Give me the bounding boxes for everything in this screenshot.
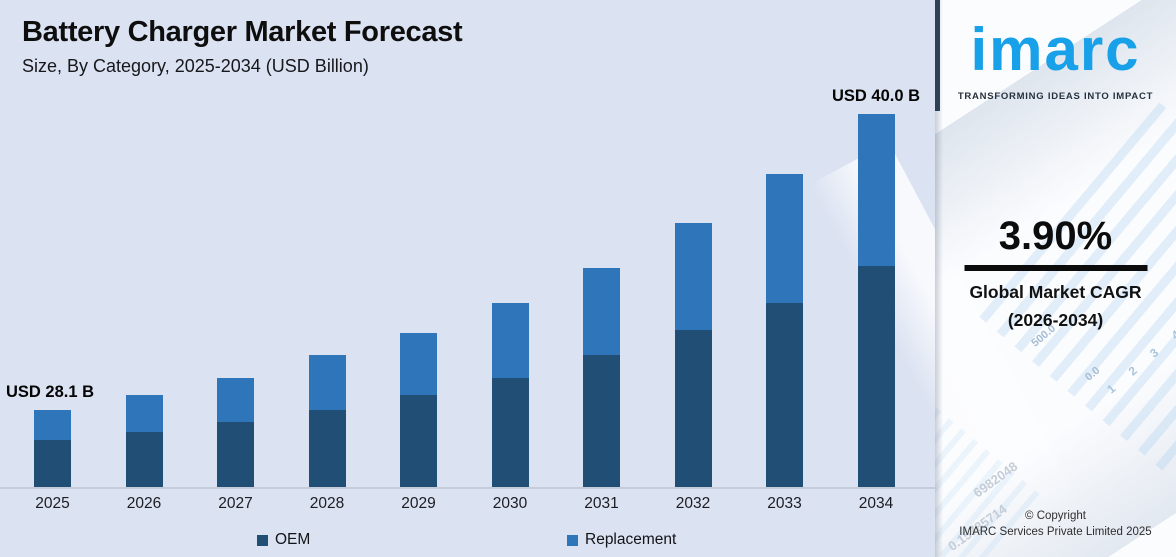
oem-segment-2025 xyxy=(34,440,71,487)
x-axis-label-2028: 2028 xyxy=(309,495,345,512)
replacement-segment-2031 xyxy=(583,268,620,355)
copyright-line1: © Copyright xyxy=(1025,510,1086,522)
bar-2029 xyxy=(400,333,437,487)
panel-corner-decoration xyxy=(935,0,940,111)
replacement-segment-2028 xyxy=(308,355,346,410)
value-label-2034: USD 40.0 B xyxy=(831,87,921,105)
oem-segment-2031 xyxy=(583,355,620,487)
replacement-segment-2032 xyxy=(674,223,712,330)
replacement-segment-2025 xyxy=(34,410,71,440)
oem-segment-2029 xyxy=(400,395,437,487)
bar-2026 xyxy=(125,395,163,487)
replacement-segment-2026 xyxy=(125,395,163,432)
imarc-tagline: TRANSFORMING IDEAS INTO IMPACT xyxy=(957,91,1154,102)
chart-panel: Battery Charger Market Forecast Size, By… xyxy=(0,16,1077,549)
x-axis-label-2032: 2032 xyxy=(675,495,711,512)
replacement-swatch-icon xyxy=(567,535,578,546)
imarc-logo-text: imarc xyxy=(970,16,1141,83)
oem-segment-2033 xyxy=(766,303,803,487)
cagr-label-line2: (2026-2034) xyxy=(1007,310,1104,330)
cagr-underline xyxy=(964,265,1147,271)
x-axis-label-2030: 2030 xyxy=(492,495,528,512)
replacement-segment-2030 xyxy=(491,303,529,378)
oem-segment-2028 xyxy=(308,410,346,487)
replacement-segment-2029 xyxy=(400,333,437,395)
bar-2028 xyxy=(308,355,346,487)
x-axis-label-2027: 2027 xyxy=(218,495,253,512)
x-axis-label-2029: 2029 xyxy=(401,495,436,512)
replacement-segment-2033 xyxy=(766,174,803,303)
bar-2027 xyxy=(217,378,254,487)
bar-2025 xyxy=(34,410,71,487)
oem-segment-2027 xyxy=(217,422,254,487)
bar-2030 xyxy=(491,303,529,487)
cagr-label-line1: Global Market CAGR xyxy=(969,282,1142,302)
oem-segment-2026 xyxy=(125,432,163,487)
x-axis-label-2031: 2031 xyxy=(584,495,619,512)
bar-2032 xyxy=(674,223,712,487)
cagr-value: 3.90% xyxy=(998,214,1113,258)
replacement-segment-2034 xyxy=(857,114,895,266)
x-axis-label-2033: 2033 xyxy=(767,495,802,512)
x-axis-label-2026: 2026 xyxy=(126,495,162,512)
x-axis-label-2034: 2034 xyxy=(858,495,894,512)
oem-swatch-icon xyxy=(257,535,268,546)
copyright-line2: IMARC Services Private Limited 2025 xyxy=(959,526,1152,538)
x-axis-label-2025: 2025 xyxy=(35,495,70,512)
chart-subtitle: Size, By Category, 2025-2034 (USD Billio… xyxy=(22,56,369,76)
legend-item-oem: OEM xyxy=(257,531,310,549)
oem-segment-2034 xyxy=(857,266,895,487)
oem-segment-2030 xyxy=(491,378,529,487)
oem-segment-2032 xyxy=(674,330,712,487)
chart-title: Battery Charger Market Forecast xyxy=(22,16,463,48)
value-label-2025: USD 28.1 B xyxy=(6,383,95,401)
plot-area xyxy=(34,114,895,487)
panel-edge-shadow xyxy=(935,0,943,557)
legend-label-oem: OEM xyxy=(275,531,311,548)
bar-2033 xyxy=(766,174,803,487)
bar-2031 xyxy=(583,268,620,487)
replacement-segment-2027 xyxy=(217,378,254,422)
legend-label-replacement: Replacement xyxy=(585,531,677,548)
legend-item-replacement: Replacement xyxy=(567,531,676,549)
brand-panel: 500.0 0.0 1 2 3 4 6982048 0.15785714 imarc T… xyxy=(935,0,1176,557)
x-axis-line xyxy=(0,487,935,489)
bar-2034 xyxy=(857,114,895,487)
